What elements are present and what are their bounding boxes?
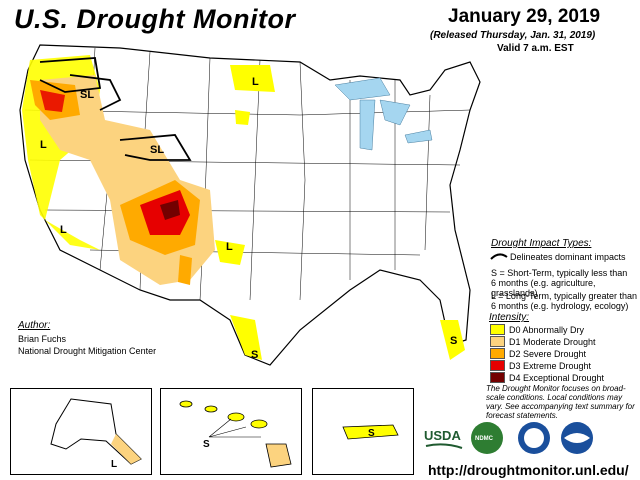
impact-lines bbox=[39, 57, 192, 161]
impact-long-term-detail: 6 months (e.g. hydrology, ecology) bbox=[491, 301, 629, 311]
swatch-d1 bbox=[490, 336, 505, 347]
hawaii-map: S bbox=[179, 400, 292, 468]
swatch-d4 bbox=[490, 372, 505, 383]
impact-delineates: Delineates dominant impacts bbox=[510, 252, 626, 262]
impact-long-term: L = Long-Term, typically greater than bbox=[491, 291, 637, 301]
impact-short-term-detail: 6 months (e.g. agriculture, grasslands) bbox=[491, 278, 596, 298]
legend-d2-label: D2 Severe Drought bbox=[509, 348, 587, 359]
legend-d2: D2 Severe Drought bbox=[490, 348, 586, 359]
author-org: National Drought Mitigation Center bbox=[18, 346, 157, 356]
disclaimer-note: The Drought Monitor focuses on broad-sca… bbox=[486, 384, 635, 420]
author-name: Brian Fuchs bbox=[18, 334, 67, 344]
impact-legend-title: Drought Impact Types: bbox=[491, 238, 592, 249]
drought-map: SL SL L L L L S S bbox=[19, 44, 481, 366]
usda-logo: USDA bbox=[424, 428, 461, 443]
legend-d3: D3 Extreme Drought bbox=[490, 360, 591, 371]
label-l-northdakota: L bbox=[252, 76, 259, 88]
legend-d4: D4 Exceptional Drought bbox=[490, 372, 604, 383]
legend-d1: D1 Moderate Drought bbox=[490, 336, 596, 347]
website-url[interactable]: http://droughtmonitor.unl.edu/ bbox=[428, 462, 629, 478]
label-s-puerto-rico: S bbox=[368, 428, 375, 439]
intensity-legend-title: Intensity: bbox=[489, 312, 530, 323]
great-lakes bbox=[334, 77, 433, 151]
alaska-map: L bbox=[50, 398, 142, 470]
legend-d1-label: D1 Moderate Drought bbox=[509, 336, 596, 347]
agency-logos: USDA NDMC bbox=[424, 422, 593, 454]
label-sl-rockies: SL bbox=[150, 144, 164, 156]
alaska-inset: L bbox=[10, 388, 152, 475]
map-date: January 29, 2019 bbox=[448, 6, 601, 27]
legend-d0-label: D0 Abnormally Dry bbox=[509, 324, 585, 335]
label-l-california: L bbox=[60, 224, 67, 236]
legend-d3-label: D3 Extreme Drought bbox=[509, 360, 592, 371]
swatch-d3 bbox=[490, 360, 505, 371]
ndmc-logo: NDMC bbox=[475, 436, 494, 442]
valid-time: Valid 7 a.m. EST bbox=[497, 43, 574, 54]
swatch-d0 bbox=[490, 324, 505, 335]
release-date: (Released Thursday, Jan. 31, 2019) bbox=[430, 30, 596, 41]
puerto-rico-map: S bbox=[342, 424, 399, 440]
label-l-oregon: L bbox=[40, 139, 47, 151]
author-heading: Author: bbox=[18, 320, 51, 331]
swatch-d2 bbox=[490, 348, 505, 359]
legend-d4-label: D4 Exceptional Drought bbox=[509, 372, 605, 383]
label-sl-northwest: SL bbox=[80, 89, 94, 101]
impact-short-term: S = Short-Term, typically less than bbox=[491, 268, 628, 278]
drought-areas bbox=[22, 55, 465, 360]
hawaii-inset: S bbox=[160, 388, 302, 475]
impact-line-icon bbox=[490, 253, 508, 260]
label-s-hawaii: S bbox=[203, 439, 210, 450]
label-s-florida: S bbox=[450, 335, 457, 347]
map-title: U.S. Drought Monitor bbox=[14, 4, 296, 34]
label-l-alaska: L bbox=[111, 459, 117, 470]
legend-d0: D0 Abnormally Dry bbox=[490, 324, 584, 335]
puerto-rico-inset: S bbox=[312, 388, 414, 475]
ndmc-logo-icon bbox=[471, 422, 503, 454]
label-s-texas: S bbox=[251, 349, 258, 361]
label-l-texas: L bbox=[226, 241, 233, 253]
